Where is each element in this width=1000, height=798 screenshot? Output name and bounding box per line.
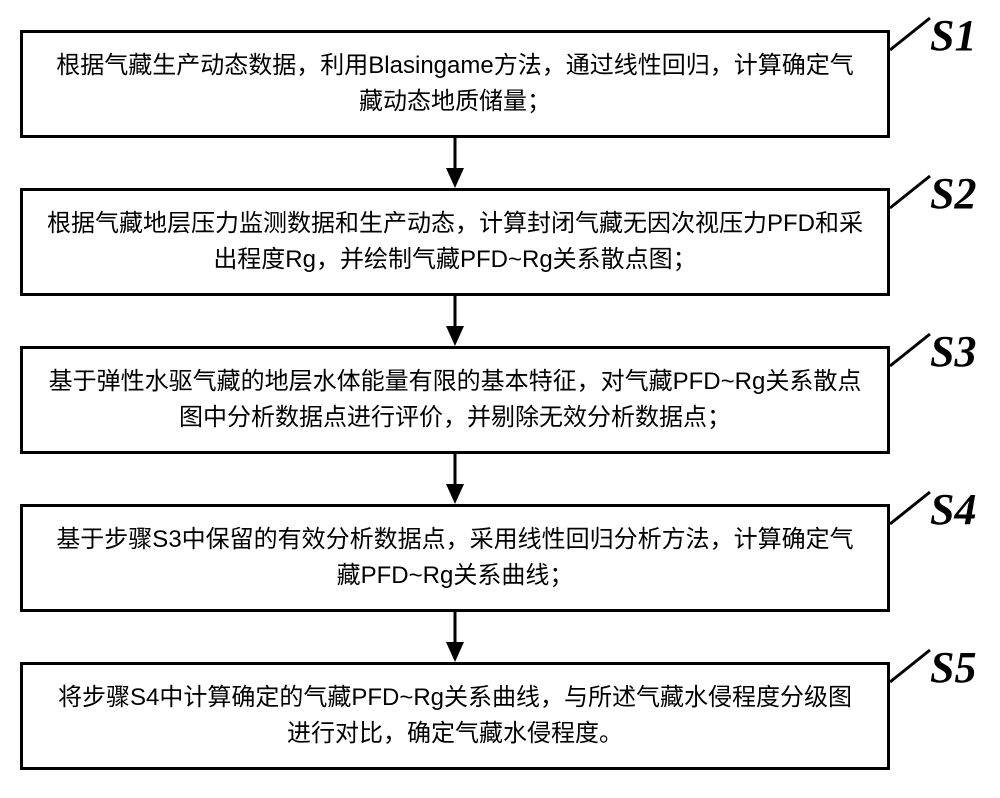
step-text-s5: 将步骤S4中计算确定的气藏PFD~Rg关系曲线，与所述气藏水侵程度分级图进行对比… <box>47 680 863 752</box>
flowchart-canvas: 根据气藏生产动态数据，利用Blasingame方法，通过线性回归，计算确定气藏动… <box>0 0 1000 798</box>
step-text-s2: 根据气藏地层压力监测数据和生产动态，计算封闭气藏无因次视压力PFD和采出程度Rg… <box>47 206 863 278</box>
step-label-text-s5: S5 <box>930 643 976 692</box>
step-label-s5: S5 <box>930 642 976 693</box>
step-text-s4: 基于步骤S3中保留的有效分析数据点，采用线性回归分析方法，计算确定气藏PFD~R… <box>47 522 863 594</box>
step-label-text-s2: S2 <box>930 169 976 218</box>
step-text-s3: 基于弹性水驱气藏的地层水体能量有限的基本特征，对气藏PFD~Rg关系散点图中分析… <box>47 364 863 436</box>
step-box-s5: 将步骤S4中计算确定的气藏PFD~Rg关系曲线，与所述气藏水侵程度分级图进行对比… <box>20 662 890 770</box>
step-label-text-s4: S4 <box>930 485 976 534</box>
step-label-s3: S3 <box>930 326 976 377</box>
step-box-s4: 基于步骤S3中保留的有效分析数据点，采用线性回归分析方法，计算确定气藏PFD~R… <box>20 504 890 612</box>
step-label-text-s1: S1 <box>930 11 976 60</box>
step-box-s1: 根据气藏生产动态数据，利用Blasingame方法，通过线性回归，计算确定气藏动… <box>20 30 890 138</box>
step-box-s3: 基于弹性水驱气藏的地层水体能量有限的基本特征，对气藏PFD~Rg关系散点图中分析… <box>20 346 890 454</box>
step-label-s4: S4 <box>930 484 976 535</box>
step-label-s2: S2 <box>930 168 976 219</box>
step-label-s1: S1 <box>930 10 976 61</box>
step-text-s1: 根据气藏生产动态数据，利用Blasingame方法，通过线性回归，计算确定气藏动… <box>47 48 863 120</box>
step-label-text-s3: S3 <box>930 327 976 376</box>
step-box-s2: 根据气藏地层压力监测数据和生产动态，计算封闭气藏无因次视压力PFD和采出程度Rg… <box>20 188 890 296</box>
